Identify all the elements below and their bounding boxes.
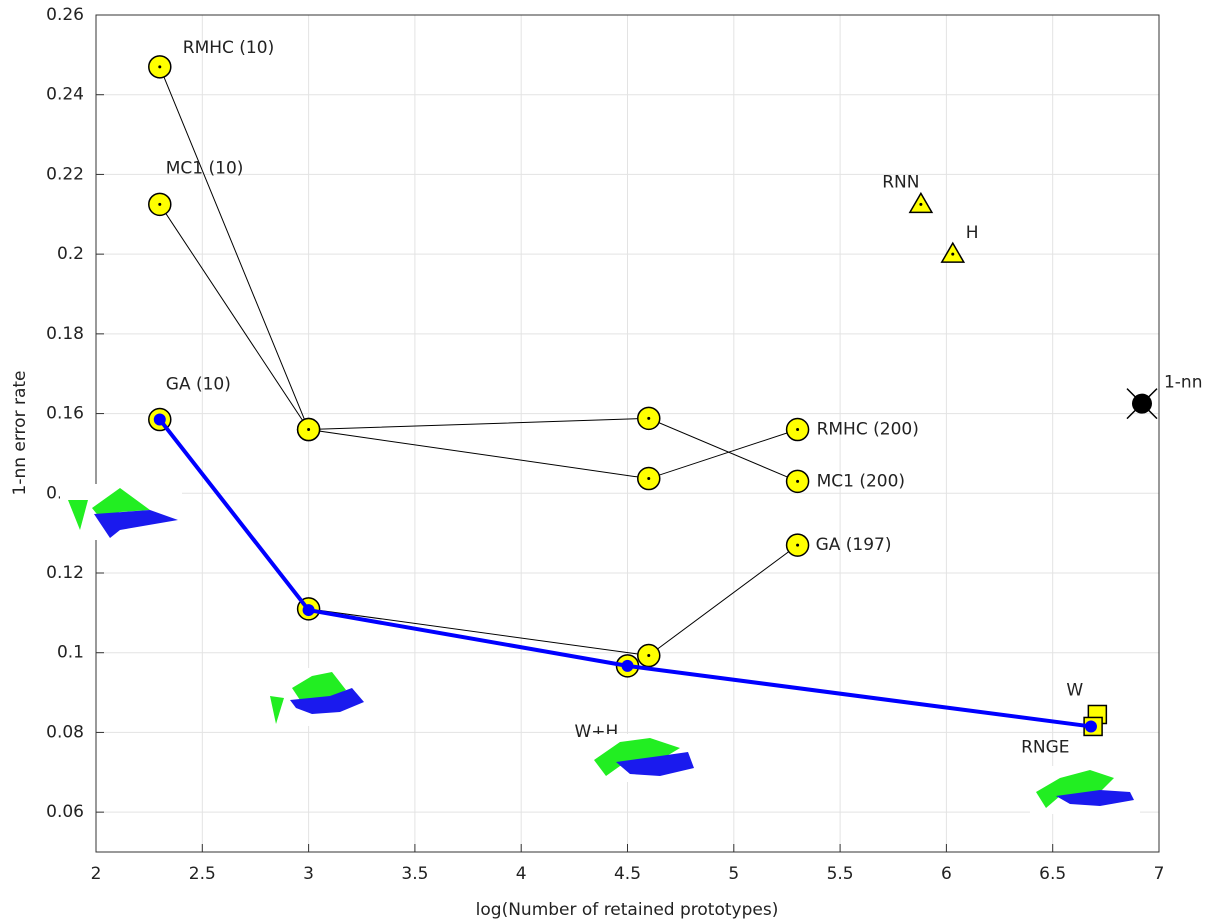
point-label: RNN <box>882 172 919 192</box>
marker-dot <box>951 252 955 256</box>
marker-dot <box>158 202 162 206</box>
point-label: MC1 (200) <box>817 471 905 491</box>
x-tick-label: 2 <box>91 864 102 884</box>
marker-dot <box>307 428 311 432</box>
data-point <box>908 191 934 214</box>
marker <box>153 413 166 426</box>
y-tick-label: 0.08 <box>46 722 84 742</box>
data-point <box>148 192 172 217</box>
marker-dot <box>796 479 800 483</box>
x-tick-label: 4 <box>516 864 527 884</box>
y-tick-label: 0.18 <box>46 324 84 344</box>
x-axis-label: log(Number of retained prototypes) <box>476 900 779 920</box>
marker <box>1084 720 1097 733</box>
marker <box>621 659 634 672</box>
marker-dot <box>919 202 923 206</box>
point-label: W <box>1066 680 1083 700</box>
marker-cross <box>1126 388 1158 420</box>
point-label: RNGE <box>1021 737 1069 757</box>
x-tick-label: 6.5 <box>1039 864 1066 884</box>
point-label: RMHC (200) <box>817 420 919 440</box>
y-tick-label: 0.1 <box>57 643 84 663</box>
y-tick-label: 0.24 <box>46 85 84 105</box>
x-tick-label: 5 <box>728 864 739 884</box>
data-point <box>637 643 661 668</box>
x-tick-label: 3 <box>303 864 314 884</box>
y-tick-label: 0.2 <box>57 244 84 264</box>
data-point <box>785 469 810 494</box>
data-point <box>785 533 810 557</box>
y-tick-label: 0.22 <box>46 164 84 184</box>
data-point <box>940 241 966 263</box>
marker-dot <box>796 543 800 547</box>
series-line <box>158 418 1092 729</box>
point-label: RMHC (10) <box>183 38 274 58</box>
marker-dot <box>647 477 651 481</box>
point-label: GA (197) <box>816 535 892 555</box>
x-tick-label: 2.5 <box>189 864 216 884</box>
data-point <box>296 417 321 442</box>
data-point <box>153 413 166 426</box>
data-point <box>302 604 315 617</box>
y-tick-label: 0.26 <box>46 5 84 25</box>
data-point <box>785 417 810 442</box>
plot-frame <box>95 14 1160 853</box>
x-tick-label: 4.5 <box>614 864 641 884</box>
x-tick-label: 5.5 <box>827 864 854 884</box>
y-tick-label: 0.06 <box>46 802 84 822</box>
point-label: H <box>966 223 979 243</box>
x-tick-label: 3.5 <box>401 864 428 884</box>
data-point <box>621 659 634 672</box>
data-point <box>148 55 172 79</box>
y-tick-label: 0.14 <box>46 483 84 503</box>
y-tick-label: 0.16 <box>46 404 84 424</box>
data-point <box>1084 720 1097 733</box>
point-label: 1-nn <box>1164 373 1203 393</box>
x-tick-label: 6 <box>941 864 952 884</box>
marker-dot <box>158 65 162 69</box>
y-tick-label: 0.12 <box>46 563 84 583</box>
data-point <box>1126 388 1158 420</box>
series-line <box>159 66 798 480</box>
data-point <box>637 466 661 491</box>
marker-dot <box>647 654 651 658</box>
point-label: MC1 (10) <box>166 158 244 178</box>
y-axis-label: 1-nn error rate <box>10 371 30 496</box>
x-tick-label: 7 <box>1154 864 1165 884</box>
marker-dot <box>796 428 800 432</box>
point-label: W+H <box>575 722 619 742</box>
series-line <box>159 204 798 482</box>
marker-dot <box>647 416 651 420</box>
marker <box>302 604 315 617</box>
data-point <box>637 406 661 431</box>
point-label: GA (10) <box>166 375 231 395</box>
series-line <box>159 419 798 657</box>
